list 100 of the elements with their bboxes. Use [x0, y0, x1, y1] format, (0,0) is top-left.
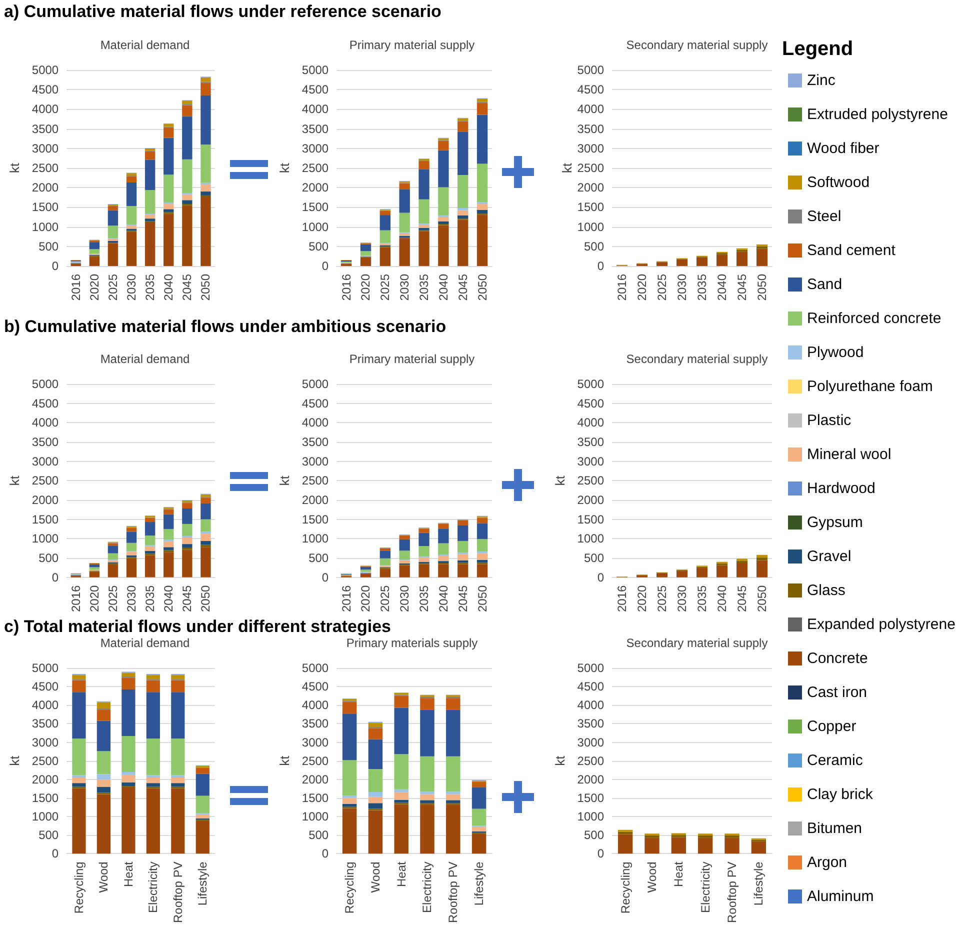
- y-tick-label: 3000: [32, 735, 59, 750]
- y-tick-label: 0: [52, 259, 59, 273]
- y-tick-label: 3500: [302, 434, 329, 449]
- y-tick-label: 3500: [32, 122, 59, 136]
- y-tick-label: 1000: [32, 532, 59, 546]
- chart-title: Primary materials supply: [346, 636, 478, 650]
- y-tick-label: 2000: [302, 772, 329, 786]
- y-tick-label: 3000: [302, 735, 329, 750]
- x-tick-label: 2045: [735, 274, 749, 301]
- x-tick-label: 2030: [124, 584, 139, 612]
- x-tick-label: 2025: [378, 584, 392, 612]
- y-tick-label: 4000: [302, 698, 329, 712]
- legend-label: Plastic: [807, 412, 852, 429]
- y-tick-label: 4000: [577, 698, 604, 712]
- y-tick-label: 3500: [32, 434, 59, 449]
- x-tick-label: 2025: [655, 584, 669, 612]
- x-tick-label: Wood: [96, 862, 111, 893]
- x-tick-label: Heat: [672, 860, 686, 887]
- y-tick-label: 3000: [32, 454, 59, 468]
- y-tick-label: 3500: [577, 716, 604, 731]
- y-tick-label: 1500: [32, 790, 59, 805]
- y-tick-label: 4000: [32, 102, 59, 116]
- x-tick-label: 2020: [358, 584, 373, 612]
- x-tick-label: 2030: [398, 584, 412, 612]
- y-tick-label: 1500: [302, 790, 329, 805]
- y-tick-label: 3500: [302, 716, 329, 731]
- y-tick-label: 4500: [32, 82, 59, 97]
- y-tick-label: 5000: [32, 661, 59, 675]
- chart-title: Secondary material supply: [626, 352, 768, 366]
- legend-label: Cast iron: [807, 684, 868, 701]
- y-tick-label: 500: [308, 828, 329, 842]
- y-tick-label: 4500: [302, 680, 329, 694]
- y-tick-label: 2000: [32, 492, 59, 507]
- y-tick-label: 500: [308, 239, 329, 254]
- x-tick-label: 2050: [755, 274, 769, 301]
- legend-label: Zinc: [807, 72, 836, 89]
- y-tick-label: 2500: [577, 754, 604, 768]
- chart-title: Secondary material supply: [626, 38, 768, 52]
- chart-subtitle: Material demand: [100, 636, 190, 650]
- chart-title: a) Cumulative material flows under reference scenario: [4, 2, 442, 22]
- y-tick-label: 2000: [32, 772, 59, 786]
- legend-label: Mineral wool: [807, 446, 892, 463]
- x-tick-label: Heat: [121, 860, 136, 887]
- y-tick-label: 2500: [302, 754, 329, 768]
- legend-label: Hardwood: [807, 480, 876, 497]
- chart-title: b) Cumulative material flows under ambitious scenario: [4, 317, 446, 337]
- y-axis-title: kt: [7, 162, 22, 174]
- legend-label: Wood fiber: [807, 140, 880, 157]
- x-tick-label: 2040: [436, 584, 450, 612]
- chart-title: c) Total material flows under different strategies: [4, 617, 391, 637]
- x-tick-label: 2045: [456, 584, 470, 612]
- x-tick-label: Lifestyle: [472, 861, 486, 906]
- x-tick-label: 2016: [339, 584, 354, 612]
- y-tick-label: 5000: [577, 377, 604, 391]
- y-tick-label: 500: [584, 828, 604, 842]
- y-tick-label: 5000: [302, 63, 329, 77]
- y-tick-label: 2000: [32, 180, 59, 195]
- y-tick-label: 4500: [302, 396, 329, 410]
- x-tick-label: 2045: [180, 584, 194, 612]
- x-tick-label: 2035: [417, 584, 432, 612]
- y-tick-label: 4000: [302, 102, 329, 116]
- y-tick-label: 4000: [577, 416, 604, 430]
- y-tick-label: 2500: [302, 161, 329, 175]
- x-tick-label: 2045: [180, 274, 194, 301]
- x-tick-label: 2045: [456, 274, 470, 301]
- y-tick-label: 4500: [577, 82, 604, 97]
- y-tick-label: 4500: [302, 82, 329, 97]
- y-tick-label: 0: [322, 259, 329, 273]
- y-axis-title: kt: [7, 755, 22, 766]
- y-axis-title: kt: [559, 162, 574, 174]
- y-tick-label: 1000: [32, 220, 59, 234]
- y-tick-label: 1500: [577, 200, 604, 214]
- x-tick-label: Rooftop PV: [170, 862, 185, 924]
- x-tick-label: 2050: [475, 274, 490, 301]
- legend-label: Concrete: [807, 650, 868, 667]
- x-tick-label: 2050: [198, 274, 213, 301]
- y-tick-label: 0: [322, 570, 329, 584]
- x-tick-label: 2030: [675, 274, 689, 301]
- legend-label: Aluminum: [807, 888, 874, 905]
- y-tick-label: 1000: [577, 220, 604, 234]
- x-tick-label: 2025: [106, 584, 120, 612]
- x-tick-label: Wood: [368, 862, 382, 893]
- y-tick-label: 3500: [302, 122, 329, 136]
- x-tick-label: 2035: [695, 584, 709, 612]
- legend-label: Clay brick: [807, 786, 874, 803]
- x-tick-label: 2025: [106, 274, 120, 301]
- y-tick-label: 3500: [577, 434, 604, 449]
- legend-label: Expanded polystyrene: [807, 616, 956, 633]
- y-tick-label: 4500: [32, 680, 59, 694]
- y-tick-label: 5000: [302, 377, 329, 391]
- y-tick-label: 2000: [577, 180, 604, 195]
- y-tick-label: 1500: [32, 200, 59, 214]
- y-tick-label: 0: [597, 846, 604, 861]
- x-tick-label: 2020: [635, 584, 649, 612]
- x-tick-label: 2020: [87, 584, 102, 612]
- y-tick-label: 3500: [577, 122, 604, 136]
- y-tick-label: 2500: [577, 161, 604, 175]
- y-tick-label: 500: [38, 550, 59, 565]
- y-tick-label: 1000: [577, 810, 604, 824]
- y-tick-label: 3000: [302, 454, 329, 468]
